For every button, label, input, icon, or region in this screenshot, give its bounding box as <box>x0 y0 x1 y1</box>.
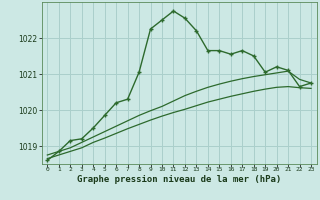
X-axis label: Graphe pression niveau de la mer (hPa): Graphe pression niveau de la mer (hPa) <box>77 175 281 184</box>
